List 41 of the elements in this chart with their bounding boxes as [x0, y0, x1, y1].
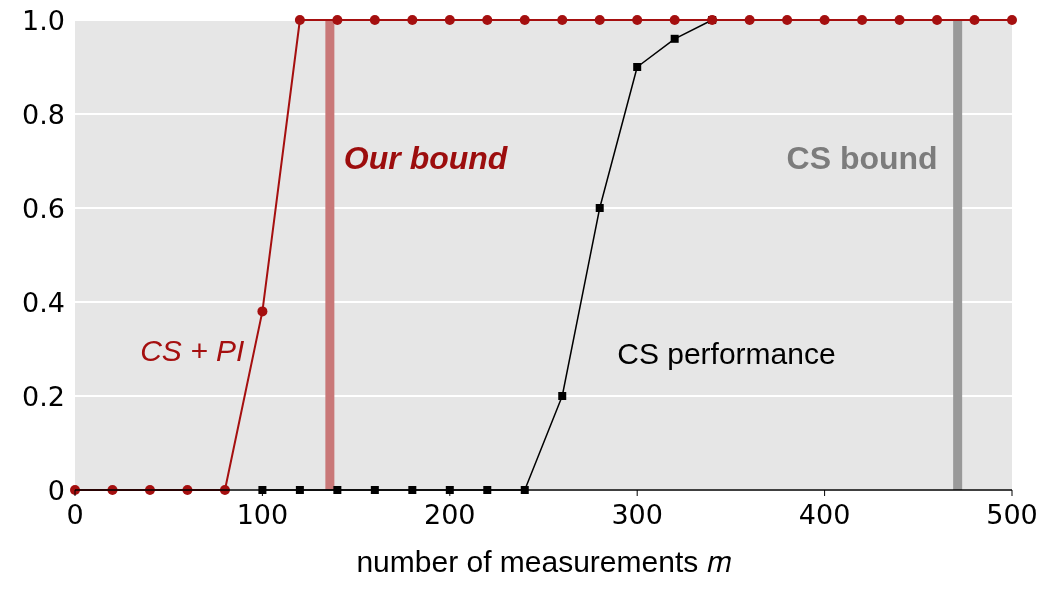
- point: [932, 15, 943, 25]
- x-tick-label: 400: [798, 499, 851, 530]
- point: [633, 63, 642, 71]
- point: [595, 204, 604, 212]
- y-tick-label: 0.8: [22, 99, 65, 130]
- series-label: CS performance: [617, 337, 836, 370]
- point: [819, 15, 830, 25]
- point: [969, 15, 980, 25]
- point: [558, 392, 567, 400]
- point: [257, 306, 268, 317]
- point: [744, 15, 755, 25]
- point: [894, 15, 905, 25]
- point: [1007, 15, 1017, 25]
- ref-line-label: CS bound: [786, 140, 938, 176]
- x-tick-label: 300: [611, 499, 663, 530]
- x-tick-label: 500: [986, 499, 1038, 530]
- point: [632, 15, 643, 25]
- point: [594, 15, 605, 25]
- point: [369, 15, 380, 25]
- x-axis-title: number of measurements 𝑚: [356, 545, 731, 578]
- point: [407, 15, 418, 25]
- point: [557, 15, 568, 25]
- series-label: CS + PI: [140, 334, 245, 368]
- y-tick-label: 1.0: [22, 5, 65, 36]
- ref-line-label: Our bound: [343, 140, 509, 176]
- point: [482, 15, 493, 25]
- x-tick-label: 100: [236, 499, 289, 530]
- point: [294, 15, 305, 25]
- y-tick-label: 0.2: [22, 381, 65, 412]
- x-tick-label: 200: [424, 499, 476, 530]
- point: [857, 15, 868, 25]
- y-tick-label: 0.4: [22, 287, 65, 318]
- point: [669, 15, 680, 25]
- point: [519, 15, 530, 25]
- point: [782, 15, 793, 25]
- point: [332, 15, 343, 25]
- y-tick-label: 0: [47, 475, 65, 506]
- y-tick-label: 0.6: [22, 193, 65, 224]
- x-tick-label: 0: [66, 499, 84, 530]
- point: [670, 34, 679, 43]
- point: [444, 15, 455, 25]
